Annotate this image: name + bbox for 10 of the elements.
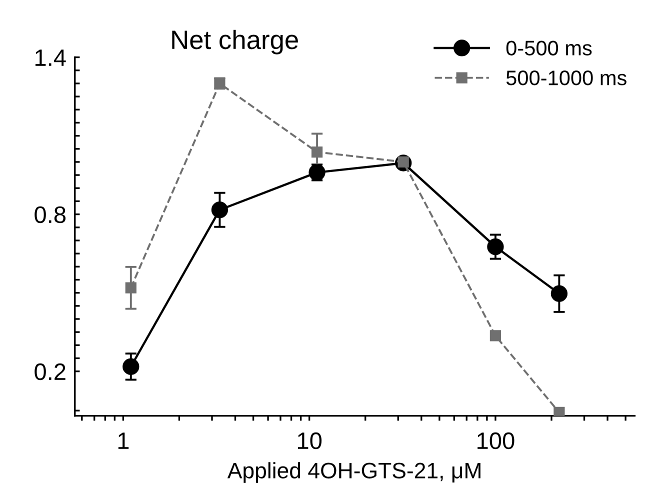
x-tick-label: 1 [118,432,129,449]
legend-label: 0-500 ms [506,40,592,56]
y-tick-label: 0.2 [34,363,66,380]
x-tick-label: 100 [478,432,514,450]
chart-title: Net charge [172,30,298,54]
y-tick-label: 0.8 [34,206,66,224]
y-tick-label: 1.4 [36,50,66,66]
x-axis-title: Applied 4OH-GTS-21, μM [227,462,480,483]
x-tick-label: 10 [298,432,322,450]
legend-label: 500-1000 ms [506,70,626,86]
